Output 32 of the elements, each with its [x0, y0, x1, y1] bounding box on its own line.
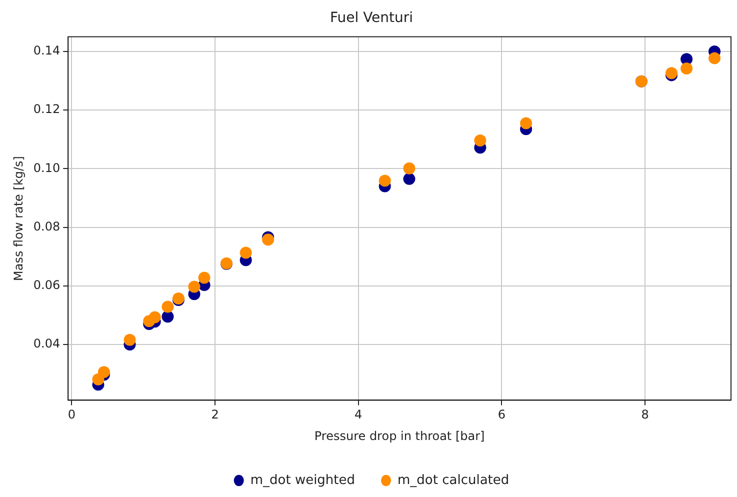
- x-tick-label: 8: [641, 408, 649, 422]
- point: [98, 366, 110, 378]
- point: [403, 172, 416, 185]
- x-tick-label: 4: [354, 408, 362, 422]
- x-axis-title: Pressure drop in throat [bar]: [314, 428, 485, 443]
- y-tick-label: 0.06: [33, 278, 60, 292]
- chart-title: Fuel Venturi: [330, 10, 414, 26]
- y-tick-label: 0.08: [33, 219, 60, 234]
- point: [474, 134, 486, 147]
- x-tick-label: 0: [68, 408, 76, 422]
- y-tick-label: 0.14: [33, 44, 60, 58]
- point: [520, 117, 532, 130]
- point: [240, 246, 252, 259]
- y-axis-title: Mass flow rate [kg/s]: [11, 156, 26, 281]
- y-tick-label: 0.12: [33, 102, 60, 116]
- y-tick-label: 0.10: [33, 160, 60, 175]
- point: [378, 174, 391, 187]
- point: [198, 272, 210, 284]
- point: [124, 334, 136, 346]
- x-tick-label: 2: [211, 408, 219, 422]
- point: [680, 62, 693, 74]
- point: [148, 311, 161, 324]
- point: [162, 300, 174, 313]
- point: [188, 280, 200, 293]
- x-tick-label: 6: [498, 408, 506, 422]
- point: [262, 234, 274, 246]
- legend-label: m_dot calculated: [398, 472, 510, 488]
- legend-label: m_dot weighted: [250, 472, 356, 488]
- point: [162, 310, 174, 323]
- point: [708, 52, 721, 64]
- point: [403, 162, 416, 174]
- y-tick-label: 0.04: [33, 336, 60, 351]
